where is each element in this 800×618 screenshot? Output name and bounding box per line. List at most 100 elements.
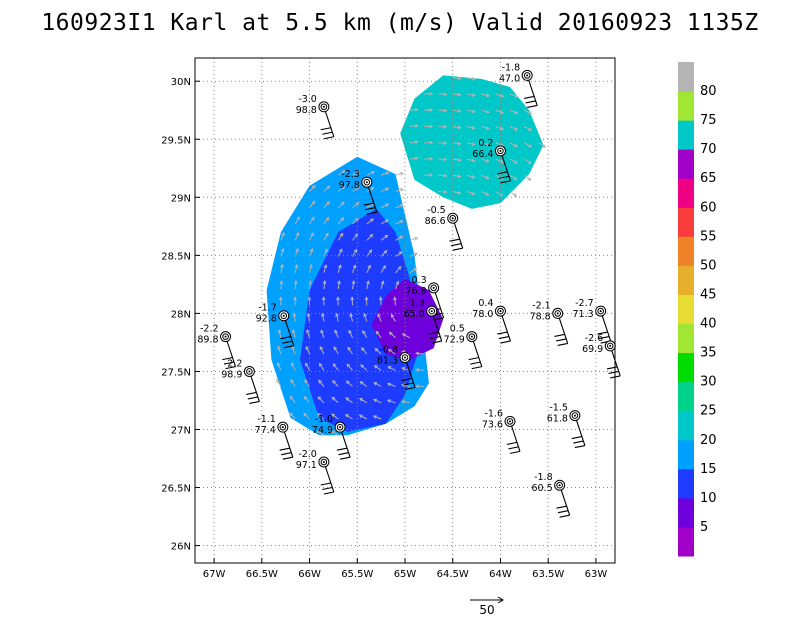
observation-8: 0.478.0 [472,298,511,344]
wind-vector-head [457,190,462,195]
wind-vector [495,191,503,197]
wind-vector [291,346,296,355]
colorbar-segment [678,497,694,528]
wind-vector [394,297,396,306]
wind-vector [438,142,447,144]
observation-bottom-label: 78.0 [472,309,493,320]
y-tick-label: 30N [171,77,191,88]
wind-vector [495,126,504,130]
observation-20: -2.097.1 [296,449,335,495]
wind-vector [495,174,504,180]
observation-top-label: -1.1 [257,414,276,425]
wind-vector [347,347,353,355]
observation-15: -2.298.9 [221,358,260,404]
wind-vector [305,346,310,355]
observation-10: -2.771.3 [573,298,612,344]
wind-barb-flag [509,450,521,454]
wind-vector [509,174,517,181]
wind-vector [373,382,382,387]
wind-vector [524,109,532,115]
wind-vector [294,216,300,225]
wind-vector [337,217,344,225]
observation-4: -0.586.6 [425,205,464,251]
observation-1: -3.098.8 [296,94,335,140]
wind-vector-head [341,185,346,190]
wind-vector [352,265,356,273]
wind-vector-head [291,329,296,334]
wind-vector-head [429,173,434,177]
observation-18: -1.177.4 [255,414,294,460]
wind-vector-head [370,218,374,222]
observation-bottom-label: 86.6 [425,216,446,227]
observation-top-label: 0.3 [412,275,427,286]
wind-vector [389,331,396,339]
observation-marker-inner [363,178,371,186]
observation-top-label: -2.0 [298,449,317,460]
wind-vector-head [291,345,295,350]
wind-vector-head [400,188,405,192]
wind-vector-head [306,312,311,317]
wind-vector [380,297,382,306]
observation-top-label: 0.4 [478,298,493,309]
wind-barb-flag [497,331,508,335]
wind-vector [350,313,353,322]
wind-vector [304,396,310,404]
observation-top-label: 0.2 [478,138,493,149]
wind-vector-head [443,173,448,178]
wind-barb-flag [279,447,290,451]
wind-vector [380,250,387,257]
wind-vector [495,93,504,97]
wind-vector [401,367,410,371]
wind-vector [466,191,475,195]
wind-vector-head [415,384,420,389]
wind-vector [509,93,518,98]
wind-vector [495,158,504,163]
wind-vector-head [414,124,419,128]
wind-vector-head [384,234,389,239]
colorbar-label: 70 [700,142,717,157]
wind-vector-head [338,264,342,269]
observation-16: -1.673.6 [482,408,521,454]
wind-barb-flag [428,331,439,335]
wind-vector [523,174,532,181]
wind-vector-head [443,190,448,194]
wind-barb-flag [338,452,349,456]
wind-vector [303,412,310,420]
y-tick-label: 29.5N [161,135,191,146]
wind-vector [509,142,518,147]
wind-vector [331,413,339,420]
wind-vector-head [358,414,363,419]
wind-vector [481,109,490,113]
wind-vector [509,109,518,114]
x-tick-label: 66W [298,569,321,580]
observation-marker-inner [468,333,476,340]
wind-vector [352,218,359,225]
observation-marker-inner [556,481,563,489]
observation-marker-inner [606,342,614,350]
wind-vector-head [383,249,388,254]
wind-region-10 [300,208,420,432]
observation-marker-dot [499,149,502,152]
colorbar-label: 40 [700,317,717,332]
observation-marker-dot [558,484,561,487]
observation-bottom-label: 97.8 [339,180,360,191]
wind-vector [380,281,384,290]
wind-vector-head [500,126,505,131]
wind-vector-head [280,247,285,252]
wind-vector-head [514,110,519,115]
wind-vector [280,248,284,257]
colorbar-segment [678,352,694,383]
wind-barb-flag [401,377,412,382]
wind-vector-head [322,280,327,285]
wind-vector-head [457,92,462,97]
observation-marker-inner [280,312,288,320]
observation-marker-dot [499,310,502,313]
wind-vector-head [429,156,434,161]
observation-3: -2.397.8 [339,169,378,215]
wind-vector-head [375,330,380,335]
observation-bottom-label: 74.9 [312,425,333,436]
x-tick-label: 63.5W [532,569,564,580]
wind-vector-head [332,363,337,367]
wind-barb-flag [223,361,235,365]
